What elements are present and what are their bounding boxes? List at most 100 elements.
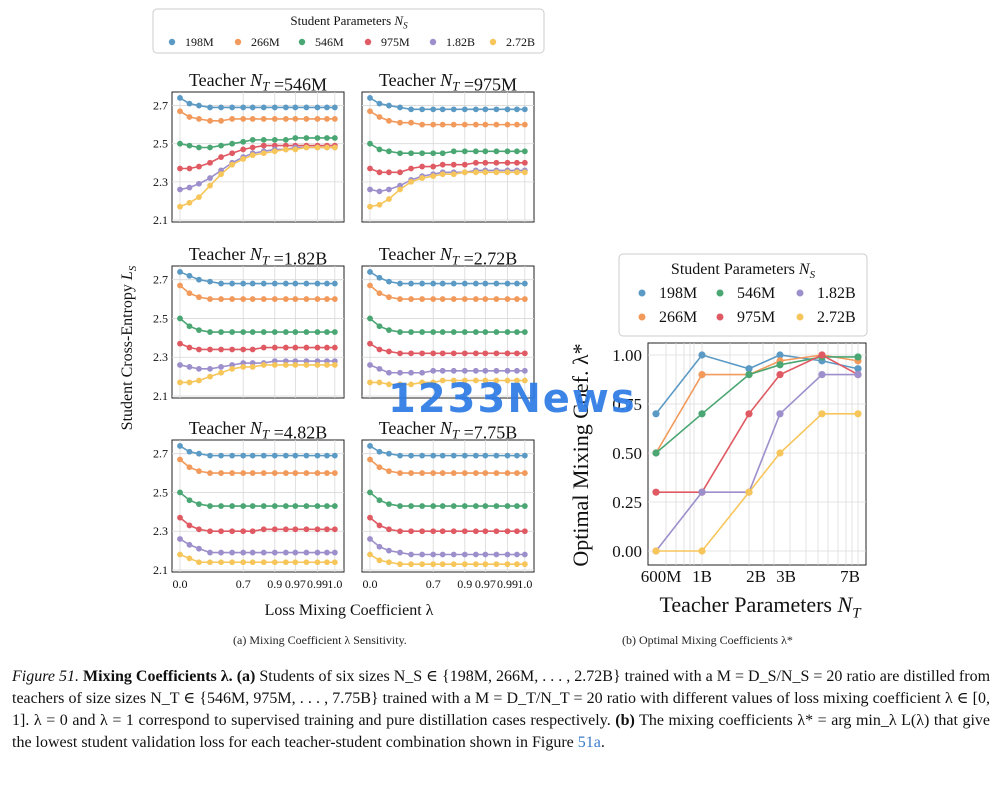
data-point-266M bbox=[450, 470, 457, 476]
panel-a-caption: (a) Mixing Coefficient λ Sensitivity. bbox=[233, 633, 407, 647]
data-point-2.72B bbox=[282, 559, 289, 566]
data-point-2.72B bbox=[240, 156, 247, 162]
subplot-4: Teacher NT =2.72B bbox=[361, 244, 535, 399]
data-point-1.82B bbox=[504, 367, 511, 374]
data-point-266M bbox=[367, 282, 373, 289]
data-point-2.72B bbox=[408, 381, 414, 388]
data-point-198M bbox=[439, 106, 446, 113]
data-point-198M bbox=[408, 106, 414, 113]
data-point-975M bbox=[249, 144, 256, 151]
data-point-266M bbox=[186, 290, 193, 297]
data-point-2.72B bbox=[260, 150, 267, 157]
caption-end: . bbox=[600, 734, 605, 751]
data-point-546M bbox=[229, 140, 236, 147]
data-point-1.82B bbox=[271, 549, 278, 556]
data-point-546M bbox=[196, 144, 202, 151]
data-point-266M bbox=[482, 296, 489, 302]
x-tick-label: 1.0 bbox=[327, 577, 342, 591]
data-point-975M bbox=[303, 526, 310, 533]
data-point-2.72B bbox=[419, 379, 426, 386]
series-line-1.82B bbox=[369, 169, 525, 193]
data-point-266M bbox=[376, 464, 383, 471]
data-point-266M bbox=[207, 117, 213, 124]
data-point-1.82B bbox=[303, 549, 310, 556]
data-point-975M bbox=[439, 161, 446, 168]
data-point-546M bbox=[397, 150, 403, 157]
data-point-975M bbox=[218, 346, 224, 353]
data-point-546M bbox=[439, 150, 446, 157]
data-point-198M bbox=[461, 280, 468, 287]
data-point-198M bbox=[177, 443, 183, 449]
series-line-2.72B bbox=[179, 553, 335, 564]
data-point-546M bbox=[324, 135, 330, 141]
data-point-198M bbox=[461, 452, 468, 459]
data-point-1.82B bbox=[450, 367, 457, 374]
data-point-198M bbox=[207, 278, 213, 285]
data-point-546M bbox=[196, 327, 202, 333]
data-point-2.72B bbox=[397, 561, 403, 568]
data-point-1.82B bbox=[177, 186, 183, 193]
data-point-266M bbox=[461, 470, 468, 476]
data-point-546M bbox=[282, 503, 289, 509]
x-tick-label: 0.97 bbox=[285, 577, 306, 591]
data-point-975M bbox=[292, 344, 299, 351]
data-point-1.82B bbox=[419, 551, 426, 558]
data-point-266M bbox=[439, 470, 446, 476]
data-point-975M bbox=[439, 350, 446, 357]
series-line-266M bbox=[369, 284, 525, 300]
legend-a-label-546M: 546M bbox=[315, 35, 344, 49]
data-point-198M bbox=[450, 280, 457, 287]
data-point-2.72B bbox=[229, 365, 236, 372]
series-line-266M bbox=[179, 110, 335, 122]
data-point-198M bbox=[271, 280, 278, 287]
data-point-1.82B bbox=[439, 551, 446, 558]
data-point-2.72B bbox=[249, 559, 256, 566]
data-point-975M bbox=[482, 528, 489, 535]
data-point-975M bbox=[249, 528, 256, 535]
data-point-266M bbox=[514, 121, 520, 128]
data-point-2.72B bbox=[430, 379, 437, 386]
data-point-975M bbox=[240, 528, 247, 535]
panel-b-ylabel: Optimal Mixing Coef. λ* bbox=[568, 343, 593, 566]
data-point-266M bbox=[177, 282, 183, 289]
data-point-2.72B bbox=[218, 171, 224, 178]
series-line-1.82B bbox=[369, 364, 525, 374]
data-point-2.72B bbox=[314, 362, 321, 368]
data-point-198M bbox=[430, 280, 437, 287]
data-point-975M bbox=[504, 350, 511, 357]
data-point-266M bbox=[482, 470, 489, 476]
data-point-2.72B bbox=[196, 559, 202, 566]
data-point-546M bbox=[282, 136, 289, 143]
subplot-title: Teacher NT =2.72B bbox=[379, 244, 518, 269]
series-line-1.82B bbox=[179, 360, 335, 370]
data-point-266M bbox=[367, 456, 373, 463]
data-point-1.82B bbox=[818, 371, 826, 379]
data-point-198M bbox=[493, 452, 500, 459]
series-line-1.82B bbox=[655, 373, 858, 552]
data-point-975M bbox=[482, 350, 489, 357]
data-point-1.82B bbox=[397, 369, 403, 376]
legend-b-marker-2.72B bbox=[796, 313, 804, 321]
data-point-546M bbox=[461, 329, 468, 335]
x-tick-label: 1.0 bbox=[517, 577, 532, 591]
legend-b-marker-546M bbox=[716, 289, 724, 297]
data-point-2.72B bbox=[386, 381, 392, 388]
data-point-1.82B bbox=[186, 541, 193, 548]
figure-ref-link[interactable]: 51a bbox=[577, 734, 601, 751]
data-point-1.82B bbox=[439, 367, 446, 374]
data-point-2.72B bbox=[314, 559, 321, 566]
data-point-2.72B bbox=[472, 169, 479, 176]
data-point-1.82B bbox=[367, 362, 373, 368]
data-point-2.72B bbox=[408, 178, 414, 185]
data-point-546M bbox=[260, 329, 267, 335]
data-point-546M bbox=[207, 144, 213, 151]
data-point-266M bbox=[493, 470, 500, 476]
data-point-975M bbox=[240, 146, 247, 153]
data-point-546M bbox=[240, 138, 247, 145]
data-point-2.72B bbox=[229, 161, 236, 168]
series-line-266M bbox=[655, 354, 859, 454]
data-point-1.82B bbox=[472, 551, 479, 558]
data-point-546M bbox=[521, 148, 528, 155]
data-point-1.82B bbox=[776, 410, 784, 418]
data-point-266M bbox=[292, 470, 299, 476]
